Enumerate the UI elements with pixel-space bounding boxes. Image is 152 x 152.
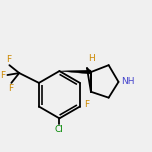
Text: H: H [88, 54, 95, 63]
Text: Cl: Cl [55, 125, 64, 134]
Text: F: F [8, 84, 13, 93]
Text: NH: NH [121, 77, 135, 86]
Text: F: F [6, 55, 11, 64]
Text: F: F [0, 71, 5, 79]
Polygon shape [59, 70, 91, 74]
Text: F: F [84, 100, 89, 109]
